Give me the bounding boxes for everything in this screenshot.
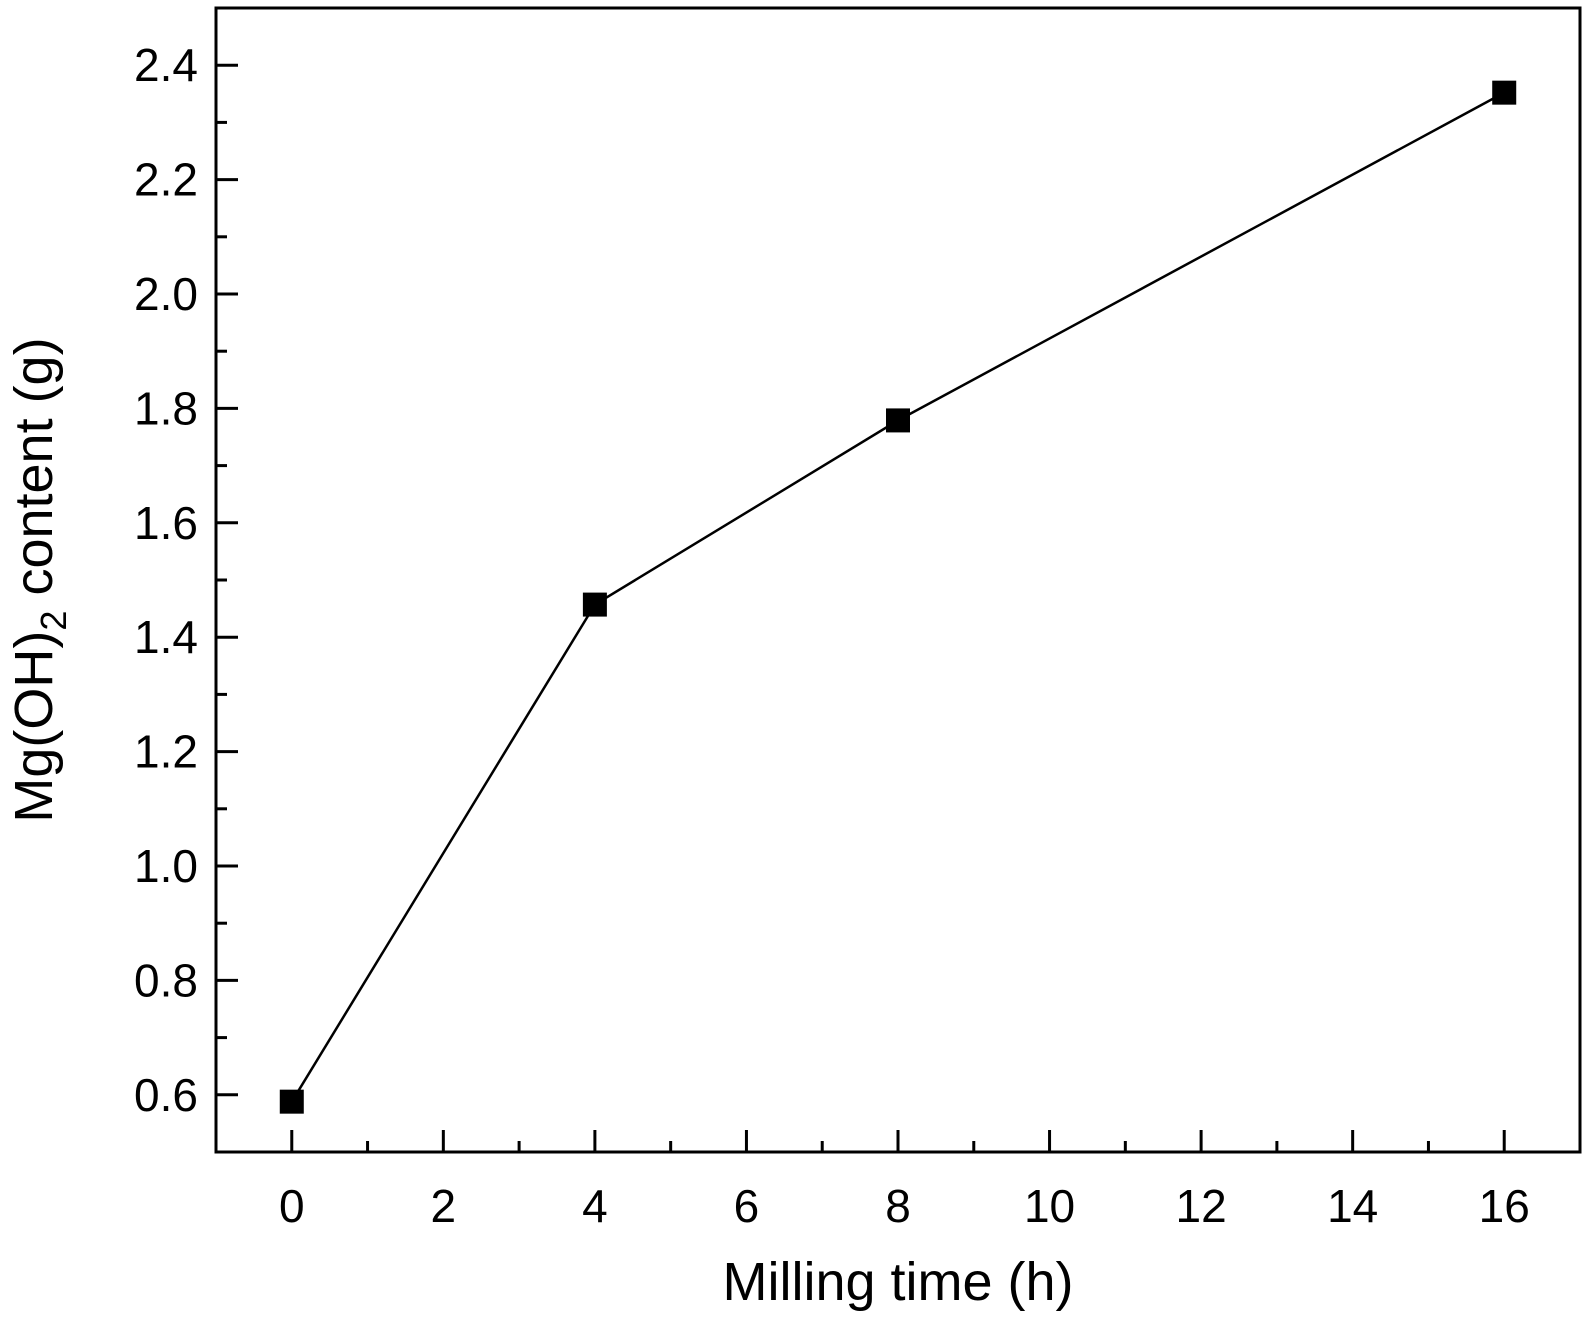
y-tick-label: 1.2 [134, 726, 198, 778]
x-tick-label: 8 [885, 1180, 911, 1232]
y-tick-label: 2.2 [134, 154, 198, 206]
x-tick-label: 12 [1176, 1180, 1227, 1232]
x-tick-label: 2 [431, 1180, 457, 1232]
data-marks [279, 80, 1517, 1114]
x-tick-label: 4 [582, 1180, 608, 1232]
y-axis-label-main: Mg(OH) [4, 631, 64, 823]
x-tick-label: 16 [1479, 1180, 1530, 1232]
data-point [886, 408, 910, 433]
x-tick-label: 10 [1024, 1180, 1075, 1232]
x-tick-label: 0 [279, 1180, 305, 1232]
plot-frame [214, 6, 1582, 1154]
y-axis-label-subscript: 2 [33, 611, 74, 631]
y-tick-label: 1.8 [134, 382, 198, 434]
y-tick-label: 1.0 [134, 840, 198, 892]
x-axis-label: Milling time (h) [722, 1252, 1073, 1312]
series-line-segment [594, 419, 899, 606]
y-tick-label: 0.8 [134, 954, 198, 1006]
y-tick-label: 2.4 [134, 39, 198, 91]
data-point [582, 592, 607, 617]
data-point [1492, 80, 1517, 105]
x-tick-label: 6 [734, 1180, 760, 1232]
y-tick-label: 0.6 [134, 1069, 198, 1121]
ticks: 0 2 4 6 8 10 12 14 16 0.6 0.8 1.0 1.2 1.4 1.6 1.8 2.0 2.2… [134, 39, 1530, 1232]
y-tick-label: 1.6 [134, 497, 198, 549]
series-line-segment [290, 603, 596, 1103]
y-axis-label: Mg(OH)2 content (g) [4, 337, 74, 822]
y-tick-label: 2.0 [134, 268, 198, 320]
y-axis-label-rest: content (g) [4, 337, 64, 610]
y-tick-label: 1.4 [134, 611, 198, 663]
series-line-segment [897, 91, 1505, 422]
x-tick-label: 14 [1327, 1180, 1378, 1232]
data-point [279, 1089, 304, 1114]
